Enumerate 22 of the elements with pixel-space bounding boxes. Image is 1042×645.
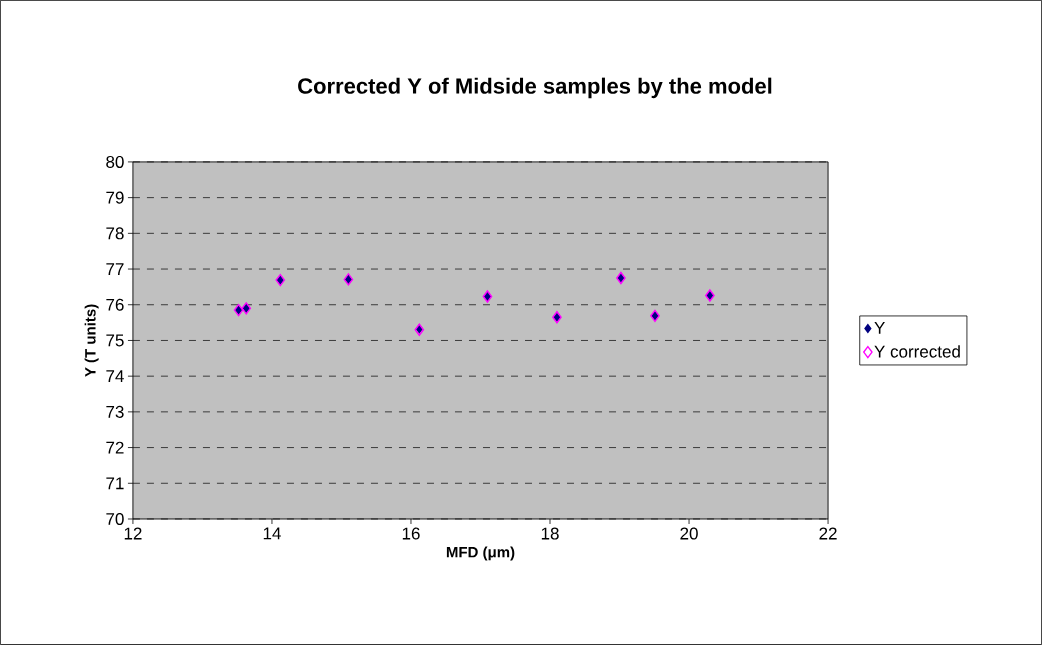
y-tick-label: 76	[106, 298, 124, 311]
y-axis-title: Y (T units)	[84, 304, 99, 377]
y-tick-label: 71	[106, 477, 124, 490]
y-tick-label: 74	[106, 370, 124, 383]
legend-label: Y corrected	[874, 345, 960, 358]
x-axis-title: MFD (μm)	[446, 546, 515, 561]
legend-label: Y	[874, 321, 885, 334]
x-tick-label: 12	[124, 527, 142, 540]
y-tick-label: 78	[106, 227, 124, 240]
x-tick-label: 16	[402, 527, 420, 540]
y-tick-label: 70	[106, 513, 124, 526]
x-tick-label: 20	[680, 527, 698, 540]
y-tick-label: 73	[106, 405, 124, 418]
x-tick-label: 18	[541, 527, 559, 540]
x-tick-label: 22	[819, 527, 837, 540]
y-tick-label: 72	[106, 441, 124, 454]
y-tick-label: 79	[106, 191, 124, 204]
y-tick-label: 75	[106, 334, 124, 347]
x-tick-label: 14	[263, 527, 281, 540]
chart-title: Corrected Y of Midside samples by the model	[298, 77, 772, 99]
y-tick-label: 80	[106, 155, 124, 168]
y-tick-label: 77	[106, 263, 124, 275]
